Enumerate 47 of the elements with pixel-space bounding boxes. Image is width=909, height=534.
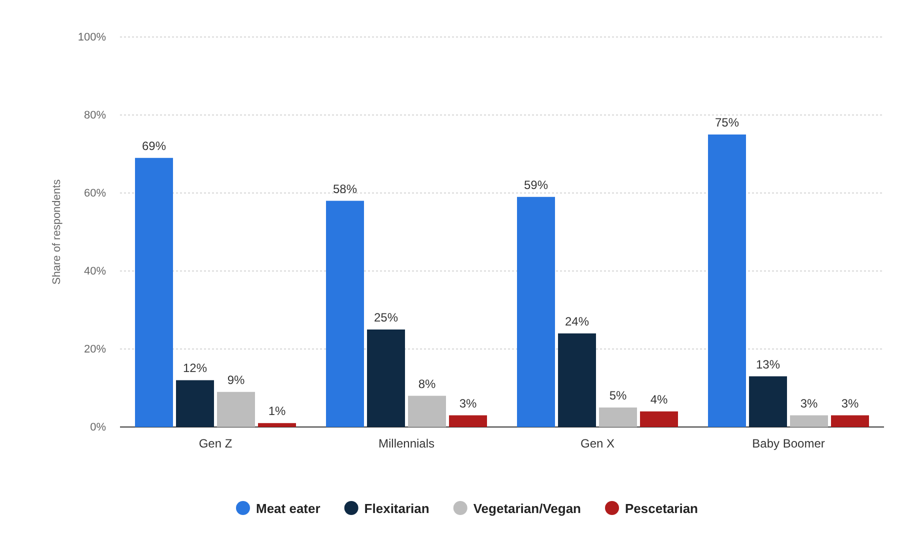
data-label: 12% bbox=[182, 361, 208, 376]
bar bbox=[176, 380, 214, 427]
data-label: 75% bbox=[714, 116, 740, 130]
data-label: 3% bbox=[841, 396, 859, 410]
legend-label: Pescetarian bbox=[625, 501, 698, 516]
bar bbox=[517, 196, 555, 427]
data-label: 13% bbox=[756, 357, 780, 372]
data-label: 9% bbox=[227, 372, 245, 387]
bar bbox=[326, 200, 364, 427]
bar bbox=[831, 415, 869, 427]
bar bbox=[640, 411, 678, 427]
bar bbox=[367, 330, 405, 427]
y-tick-label: 100% bbox=[78, 32, 106, 44]
data-label: 8% bbox=[418, 376, 436, 391]
data-label: 24% bbox=[564, 314, 590, 328]
y-tick-label: 0% bbox=[90, 422, 106, 434]
data-label: 1% bbox=[268, 404, 286, 418]
data-label: 5% bbox=[609, 388, 627, 402]
data-label: 3% bbox=[459, 396, 477, 410]
data-label: 59% bbox=[524, 178, 548, 192]
x-tick-label: Gen X bbox=[580, 436, 615, 451]
bar bbox=[558, 333, 596, 427]
legend-label: Meat eater bbox=[256, 501, 320, 516]
x-tick-label: Millennials bbox=[378, 436, 435, 451]
data-label: 3% bbox=[800, 396, 818, 410]
bar bbox=[599, 408, 637, 427]
bar bbox=[408, 396, 446, 427]
data-label: 4% bbox=[650, 392, 668, 406]
y-tick-label: 60% bbox=[84, 188, 106, 200]
y-tick-label: 20% bbox=[84, 344, 106, 356]
y-tick-label: 40% bbox=[84, 266, 106, 278]
bar bbox=[217, 392, 255, 427]
bar bbox=[258, 423, 296, 427]
bar bbox=[135, 158, 173, 427]
legend-label: Flexitarian bbox=[364, 501, 430, 516]
y-axis-title: Share of respondents bbox=[51, 178, 63, 285]
x-tick-label: Baby Boomer bbox=[752, 436, 825, 451]
bar bbox=[749, 376, 787, 427]
data-label: 58% bbox=[332, 182, 358, 196]
bar bbox=[708, 134, 746, 427]
x-tick-label: Gen Z bbox=[198, 436, 232, 451]
legend-label: Vegetarian/Vegan bbox=[473, 501, 582, 516]
data-label: 25% bbox=[374, 310, 398, 324]
bar bbox=[790, 415, 828, 427]
y-tick-label: 80% bbox=[84, 110, 106, 122]
data-label: 69% bbox=[142, 138, 166, 153]
bar bbox=[449, 415, 487, 427]
